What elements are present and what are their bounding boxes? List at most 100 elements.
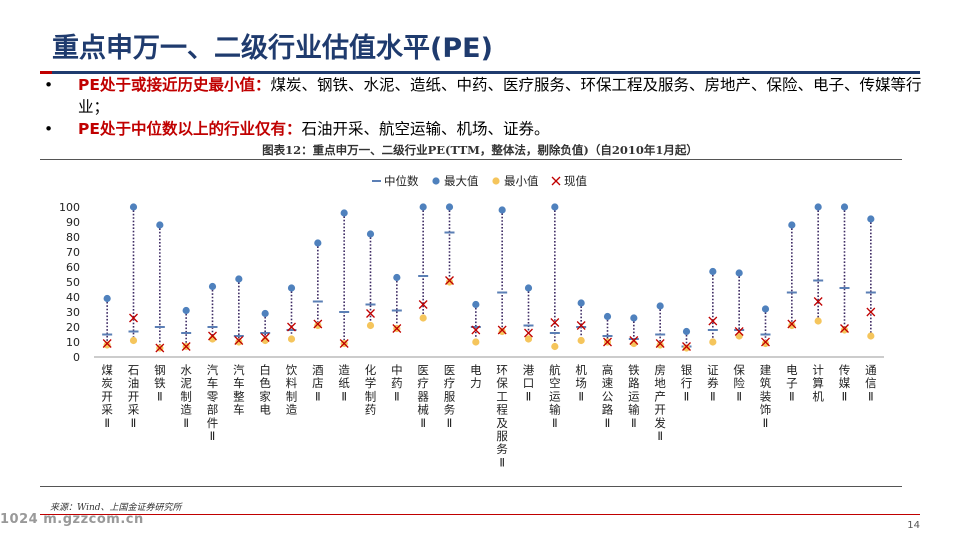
source-note: 来源：Wind、上国金证券研究所	[50, 503, 182, 513]
x-category-label: 石油开采 Ⅱ	[128, 363, 140, 430]
min-point	[314, 321, 322, 330]
legend-swatch-max	[432, 177, 440, 185]
current-mark	[866, 307, 876, 317]
x-category-label: 汽车整车	[233, 363, 245, 417]
y-tick-label: 60	[66, 261, 80, 274]
max-point	[182, 306, 190, 315]
min-point	[235, 338, 243, 346]
max-point	[419, 203, 427, 211]
min-point	[709, 338, 717, 346]
min-point	[788, 321, 796, 330]
bullet-text: 煤炭、钢铁、水泥、造纸、中药、医疗服务、环保工程及服务、房地产、保险、电子、传媒…	[78, 76, 922, 116]
x-category-label: 港口 Ⅱ	[523, 363, 535, 403]
x-category-label: 白色家电	[259, 363, 271, 417]
max-point	[472, 300, 480, 309]
current-mark	[445, 276, 454, 285]
current-mark	[392, 324, 402, 333]
current-mark	[418, 300, 428, 309]
current-mark	[129, 313, 138, 323]
footer-rule	[40, 514, 920, 515]
x-category-label: 酒店 Ⅱ	[312, 363, 324, 403]
current-mark	[682, 342, 691, 351]
y-tick-label: 80	[66, 231, 80, 244]
max-point	[340, 209, 348, 217]
max-point	[393, 273, 401, 282]
max-point	[603, 312, 612, 321]
min-point	[129, 336, 138, 345]
legend-label: 最小值	[504, 174, 539, 188]
current-mark	[471, 325, 481, 335]
current-mark	[260, 333, 270, 342]
max-point	[498, 206, 506, 214]
bullet-dot: •	[44, 120, 54, 138]
current-mark	[708, 316, 718, 326]
x-category-label: 计算机	[812, 363, 824, 403]
x-category-label: 医疗服务 Ⅱ	[444, 363, 456, 430]
x-category-label: 中药 Ⅱ	[391, 363, 403, 403]
max-point	[287, 284, 296, 292]
max-point	[814, 203, 822, 211]
min-point	[867, 332, 875, 340]
y-tick-label: 50	[66, 276, 80, 289]
current-mark	[102, 339, 112, 348]
max-point	[156, 221, 164, 229]
bullet-text: 石油开采、航空运输、机场、证券。	[301, 120, 550, 138]
y-tick-label: 30	[66, 306, 80, 319]
max-point	[682, 327, 691, 336]
x-category-label: 医疗器械 Ⅱ	[417, 363, 429, 430]
x-category-label: 证券 Ⅱ	[707, 363, 719, 403]
max-point	[840, 203, 849, 211]
legend-swatch-current	[551, 176, 561, 186]
min-point	[524, 335, 533, 343]
x-category-label: 汽车零部件 Ⅱ	[207, 363, 219, 443]
current-mark	[497, 325, 507, 335]
current-mark	[655, 339, 665, 348]
y-tick-label: 10	[66, 336, 80, 349]
max-point	[709, 267, 717, 276]
x-category-label: 银行 Ⅱ	[681, 363, 693, 403]
min-point	[761, 339, 770, 348]
x-category-label: 铁路运输 Ⅱ	[628, 363, 640, 430]
x-category-label: 造纸 Ⅱ	[338, 363, 350, 403]
bullet-item-2: • PE处于中位数以上的行业仅有：石油开采、航空运输、机场、证券。	[30, 118, 930, 140]
figure-bottom-rule	[40, 486, 902, 487]
min-point	[814, 317, 822, 325]
y-tick-label: 100	[59, 201, 80, 214]
max-point	[551, 203, 559, 211]
current-mark	[366, 309, 375, 318]
x-category-label: 钢铁 Ⅱ	[154, 363, 166, 403]
page-number: 14	[907, 520, 920, 531]
legend-label: 最大值	[444, 174, 479, 188]
x-category-label: 化学制药	[365, 363, 377, 417]
min-point	[419, 314, 427, 322]
x-category-label: 房地产开发 Ⅱ	[654, 363, 666, 443]
bullet-item-1: • PE处于或接近历史最小值：煤炭、钢铁、水泥、造纸、中药、医疗服务、环保工程及…	[30, 74, 930, 118]
current-mark	[339, 339, 349, 348]
min-point	[682, 344, 691, 352]
max-point	[235, 275, 243, 283]
current-mark	[181, 342, 191, 351]
min-point	[840, 326, 849, 334]
current-mark	[734, 327, 744, 336]
current-mark	[813, 297, 823, 306]
x-category-label: 电力	[470, 363, 482, 390]
current-mark	[208, 331, 217, 341]
current-mark	[603, 337, 612, 347]
current-mark	[550, 318, 560, 327]
max-point	[103, 294, 111, 303]
max-point	[656, 302, 664, 310]
x-category-label: 高速公路 Ⅱ	[602, 363, 614, 430]
bullet-dot: •	[44, 76, 54, 94]
legend-label: 现值	[564, 174, 587, 188]
x-category-label: 机场 Ⅱ	[575, 363, 587, 403]
min-point	[551, 342, 559, 351]
max-point	[366, 230, 375, 238]
figure-caption: 图表12：重点申万一、二级行业PE(TTM，整体法，剔除负值)（自2010年1月…	[262, 143, 698, 157]
max-point	[577, 299, 585, 307]
current-mark	[287, 322, 296, 332]
current-mark	[629, 336, 639, 345]
x-category-label: 建筑装饰 Ⅱ	[760, 363, 772, 430]
max-point	[445, 203, 454, 211]
bullet-list: • PE处于或接近历史最小值：煤炭、钢铁、水泥、造纸、中药、医疗服务、环保工程及…	[30, 74, 930, 140]
x-category-label: 水泥制造 Ⅱ	[180, 363, 192, 430]
